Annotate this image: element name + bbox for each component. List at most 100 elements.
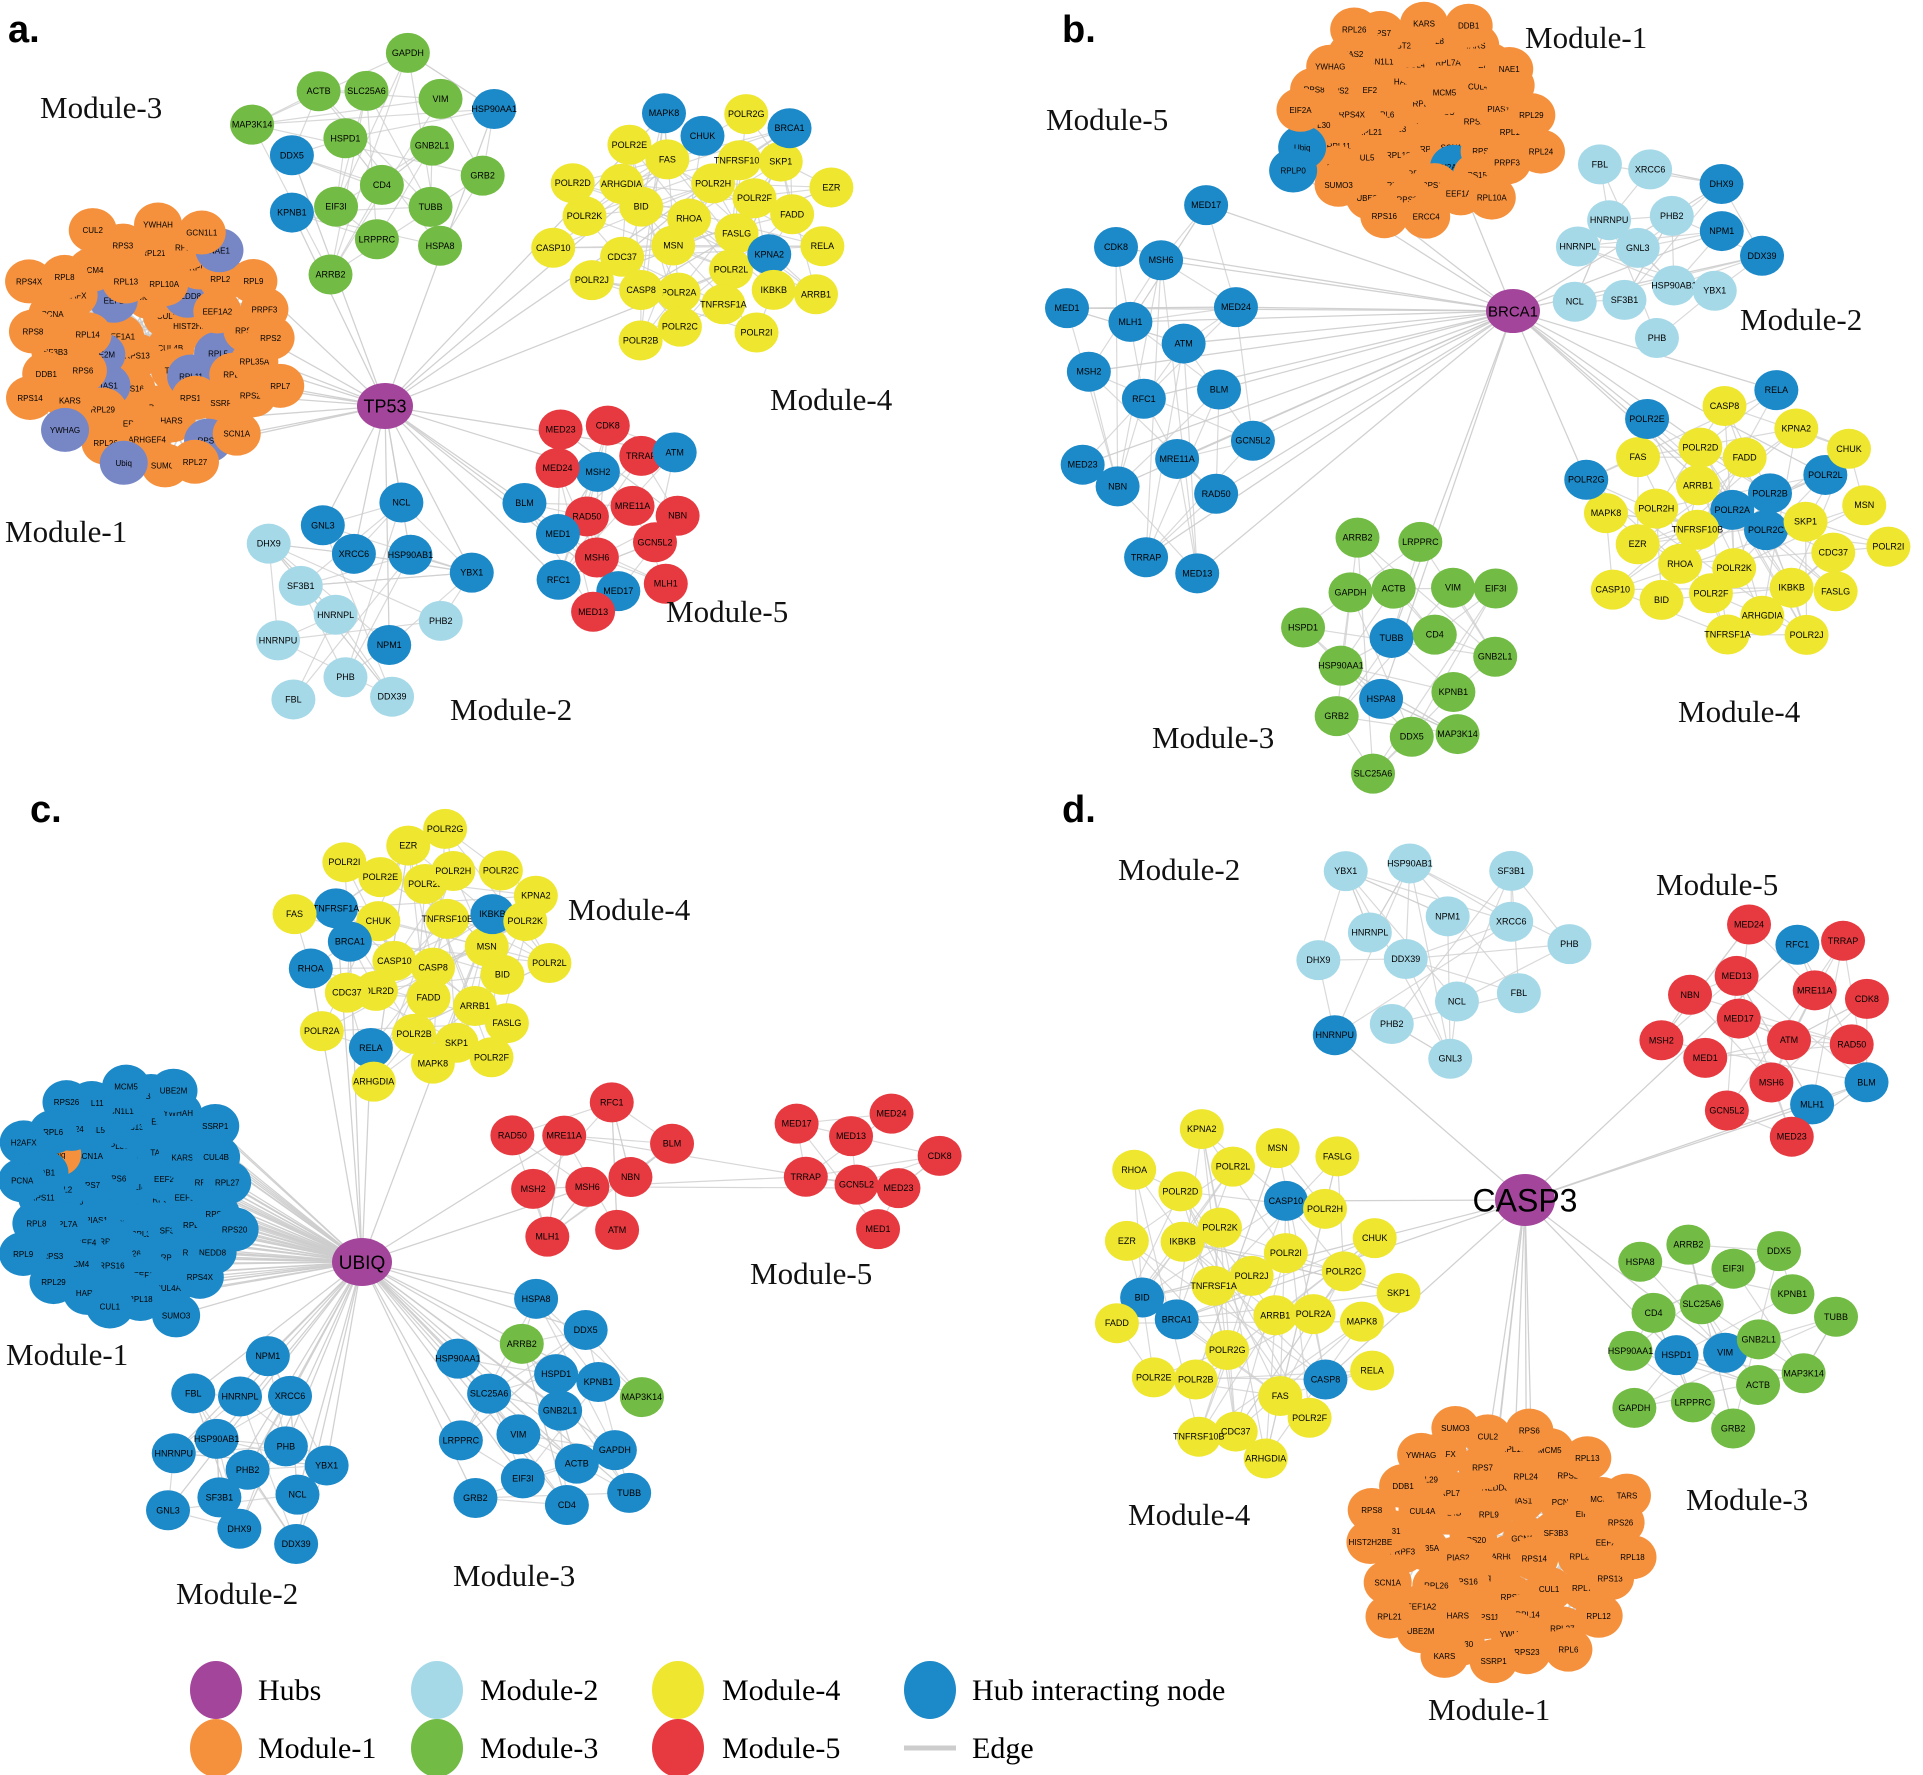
node[interactable]	[1359, 678, 1404, 719]
node[interactable]	[1547, 924, 1592, 965]
hub-node[interactable]	[1486, 289, 1540, 333]
node[interactable]	[1555, 226, 1600, 267]
node[interactable]	[99, 440, 148, 485]
node[interactable]	[608, 1157, 653, 1198]
node[interactable]	[565, 1166, 610, 1207]
node[interactable]	[502, 483, 547, 524]
node[interactable]	[1431, 671, 1476, 712]
node[interactable]	[563, 1309, 608, 1350]
node[interactable]	[1369, 1003, 1414, 1044]
node[interactable]	[300, 505, 345, 546]
node[interactable]	[344, 70, 389, 111]
node[interactable]	[1121, 378, 1166, 419]
node[interactable]	[324, 972, 369, 1013]
node[interactable]	[171, 1373, 216, 1414]
node[interactable]	[152, 1293, 201, 1338]
node[interactable]	[406, 977, 451, 1018]
node[interactable]	[490, 1115, 535, 1156]
node[interactable]	[1740, 595, 1785, 636]
node[interactable]	[1727, 904, 1772, 945]
node[interactable]	[1615, 227, 1660, 268]
node[interactable]	[917, 1135, 962, 1176]
node[interactable]	[1813, 571, 1858, 612]
node[interactable]	[359, 164, 404, 205]
node[interactable]	[1303, 1359, 1348, 1400]
node[interactable]	[1675, 465, 1720, 506]
node[interactable]	[1829, 1024, 1874, 1065]
node[interactable]	[1814, 1296, 1859, 1337]
node[interactable]	[1389, 716, 1434, 757]
node[interactable]	[656, 272, 701, 313]
node[interactable]	[418, 600, 463, 641]
node[interactable]	[410, 125, 455, 166]
node[interactable]	[655, 495, 700, 536]
node[interactable]	[1139, 240, 1184, 281]
node[interactable]	[435, 1338, 480, 1379]
node[interactable]	[269, 135, 314, 176]
node[interactable]	[175, 1254, 224, 1299]
node[interactable]	[322, 842, 367, 883]
node[interactable]	[1131, 1357, 1176, 1398]
node[interactable]	[1654, 1335, 1699, 1376]
node[interactable]	[1095, 466, 1140, 507]
node[interactable]	[514, 1278, 559, 1319]
node[interactable]	[535, 447, 580, 488]
node[interactable]	[1625, 398, 1670, 439]
node[interactable]	[177, 210, 226, 255]
node[interactable]	[834, 1164, 879, 1205]
node[interactable]	[1583, 493, 1628, 534]
node[interactable]	[225, 1449, 270, 1490]
node[interactable]	[1094, 1303, 1139, 1344]
node[interactable]	[6, 375, 55, 420]
node[interactable]	[1649, 195, 1694, 236]
node[interactable]	[876, 1168, 921, 1209]
node[interactable]	[599, 163, 644, 204]
node[interactable]	[299, 1011, 344, 1052]
node[interactable]	[194, 1418, 239, 1459]
node[interactable]	[313, 594, 358, 635]
node[interactable]	[1544, 1627, 1593, 1672]
node[interactable]	[610, 485, 655, 526]
node[interactable]	[1352, 1218, 1397, 1259]
node[interactable]	[1467, 175, 1516, 220]
node[interactable]	[589, 1082, 634, 1123]
node[interactable]	[1435, 714, 1480, 755]
node[interactable]	[542, 1115, 587, 1156]
node[interactable]	[574, 537, 619, 578]
node[interactable]	[1363, 1560, 1412, 1605]
node[interactable]	[1350, 1350, 1395, 1391]
node[interactable]	[1376, 1272, 1421, 1313]
node[interactable]	[278, 565, 323, 606]
node[interactable]	[1602, 279, 1647, 320]
node[interactable]	[1703, 1332, 1748, 1373]
node[interactable]	[1255, 1128, 1300, 1169]
node[interactable]	[1269, 148, 1318, 193]
node[interactable]	[1066, 351, 1111, 392]
node[interactable]	[1639, 1020, 1684, 1061]
node[interactable]	[1184, 185, 1229, 226]
node[interactable]	[1702, 386, 1747, 427]
node[interactable]	[1844, 1062, 1889, 1103]
node[interactable]	[449, 552, 494, 593]
node[interactable]	[271, 679, 316, 720]
node[interactable]	[256, 620, 301, 661]
node[interactable]	[714, 213, 759, 254]
node[interactable]	[1781, 1353, 1826, 1394]
node[interactable]	[1507, 93, 1556, 138]
node[interactable]	[472, 88, 517, 129]
node[interactable]	[1711, 1248, 1756, 1289]
node[interactable]	[1434, 981, 1479, 1022]
node[interactable]	[246, 523, 291, 564]
node[interactable]	[709, 249, 754, 290]
node[interactable]	[1563, 1436, 1612, 1481]
node[interactable]	[1783, 501, 1828, 542]
node[interactable]	[29, 1260, 78, 1305]
node[interactable]	[331, 533, 376, 574]
node[interactable]	[619, 435, 664, 476]
node[interactable]	[191, 1103, 240, 1148]
node[interactable]	[229, 259, 278, 304]
node[interactable]	[770, 194, 815, 235]
node[interactable]	[618, 320, 663, 361]
node[interactable]	[1678, 427, 1723, 468]
node[interactable]	[1173, 1359, 1218, 1400]
